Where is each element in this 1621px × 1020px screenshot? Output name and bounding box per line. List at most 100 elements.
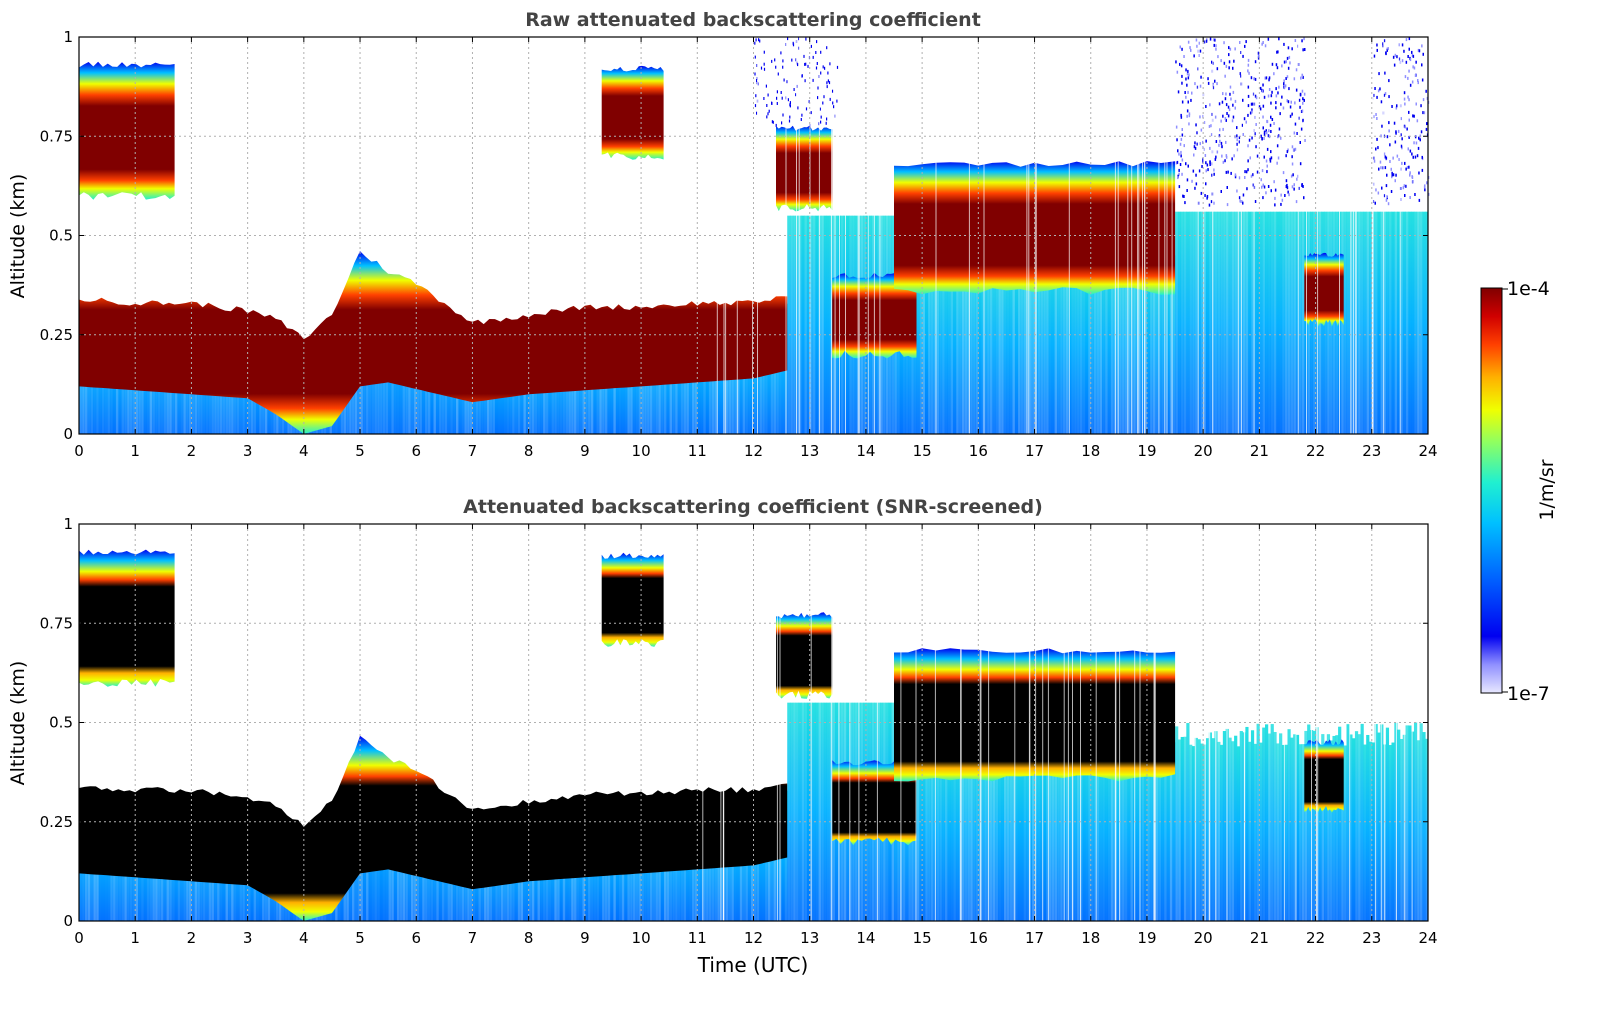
noise-speckle	[1377, 89, 1380, 93]
signal-column	[1205, 738, 1210, 921]
noise-speckle	[827, 79, 829, 83]
noise-speckle	[1374, 201, 1376, 205]
noise-speckle	[1298, 98, 1301, 102]
noise-speckle	[1375, 188, 1377, 192]
noise-speckle	[1183, 195, 1185, 198]
noise-speckle	[797, 63, 799, 67]
noise-speckle	[1224, 117, 1227, 121]
noise-speckle	[1373, 159, 1376, 163]
signal-column	[1003, 742, 1007, 921]
noise-speckle	[1245, 120, 1247, 124]
noise-speckle	[1288, 55, 1291, 59]
signal-column	[804, 702, 808, 921]
noise-speckle	[1215, 140, 1218, 143]
signal-column	[1082, 255, 1086, 434]
signal-column	[1343, 745, 1347, 921]
noise-speckle	[1247, 168, 1249, 172]
x-tick-label: 16	[969, 929, 988, 947]
noise-speckle	[1381, 124, 1383, 128]
signal-column	[938, 742, 943, 921]
signal-column	[787, 702, 791, 921]
signal-column	[1408, 725, 1412, 921]
noise-speckle	[1407, 76, 1409, 80]
noise-speckle	[787, 98, 789, 102]
noise-speckle	[1199, 49, 1202, 53]
noise-speckle	[763, 50, 765, 54]
signal-column	[1273, 211, 1277, 434]
noise-speckle	[816, 62, 818, 65]
noise-speckle	[1411, 176, 1414, 179]
noise-speckle	[1224, 97, 1227, 101]
noise-speckle	[1392, 173, 1395, 177]
noise-speckle	[1211, 162, 1213, 166]
noise-speckle	[1247, 63, 1250, 67]
noise-speckle	[1198, 54, 1200, 57]
noise-speckle	[1412, 54, 1415, 58]
noise-speckle	[763, 62, 765, 66]
noise-speckle	[1302, 185, 1304, 188]
signal-column	[1000, 255, 1005, 434]
noise-speckle	[1221, 154, 1223, 158]
noise-speckle	[1254, 60, 1257, 64]
noise-speckle	[1247, 144, 1249, 148]
noise-speckle	[1296, 132, 1298, 135]
noise-speckle	[1273, 122, 1275, 125]
noise-speckle	[1418, 136, 1420, 140]
noise-speckle	[1238, 196, 1241, 200]
noise-speckle	[1238, 140, 1240, 144]
noise-speckle	[1408, 37, 1411, 41]
noise-speckle	[1265, 159, 1268, 163]
signal-column	[1146, 255, 1151, 434]
noise-speckle	[1412, 65, 1414, 69]
noise-speckle	[1281, 198, 1284, 202]
noise-speckle	[1380, 166, 1382, 170]
x-tick-label: 13	[800, 929, 819, 947]
signal-column	[1368, 741, 1373, 921]
signal-column	[1031, 742, 1035, 921]
noise-speckle	[1239, 199, 1241, 203]
dropout-line	[1306, 37, 1307, 434]
signal-column	[1352, 738, 1356, 921]
x-tick-label: 22	[1306, 929, 1325, 947]
noise-speckle	[772, 120, 774, 124]
signal-column	[1054, 742, 1058, 921]
signal-column	[1270, 724, 1274, 921]
signal-column	[1295, 211, 1300, 434]
signal-column	[1388, 745, 1392, 921]
noise-speckle	[1275, 94, 1278, 98]
noise-speckle	[1390, 190, 1393, 193]
noise-speckle	[780, 91, 782, 94]
signal-column	[989, 255, 993, 434]
noise-speckle	[1284, 194, 1286, 197]
x-tick-label: 11	[688, 929, 707, 947]
noise-speckle	[1214, 115, 1217, 119]
y-axis: 0 0.25 0.5 0.75 1	[40, 515, 1428, 930]
noise-speckle	[1420, 130, 1423, 134]
noise-speckle	[1209, 160, 1211, 164]
signal-column	[1363, 211, 1367, 434]
noise-speckle	[817, 86, 819, 90]
noise-speckle	[1199, 115, 1201, 119]
noise-speckle	[1176, 70, 1179, 74]
signal-column	[1332, 211, 1336, 434]
signal-column	[809, 215, 813, 434]
noise-speckle	[1263, 130, 1266, 134]
noise-speckle	[1269, 157, 1271, 161]
noise-speckle	[1283, 79, 1285, 83]
signal-column	[1161, 255, 1165, 434]
cloud-layer	[776, 612, 833, 699]
noise-speckle	[1423, 111, 1426, 115]
signal-column	[1422, 732, 1426, 921]
noise-speckle	[1178, 152, 1180, 156]
signal-column	[1242, 211, 1246, 434]
signal-column	[1130, 742, 1134, 921]
noise-speckle	[827, 71, 829, 75]
noise-speckle	[1267, 134, 1270, 138]
noise-speckle	[1299, 141, 1301, 144]
noise-speckle	[1263, 132, 1266, 136]
dropout-line	[1203, 37, 1205, 434]
noise-speckle	[1258, 54, 1260, 58]
signal-column	[1397, 729, 1401, 921]
noise-speckle	[1280, 193, 1282, 197]
noise-speckle	[792, 43, 795, 47]
